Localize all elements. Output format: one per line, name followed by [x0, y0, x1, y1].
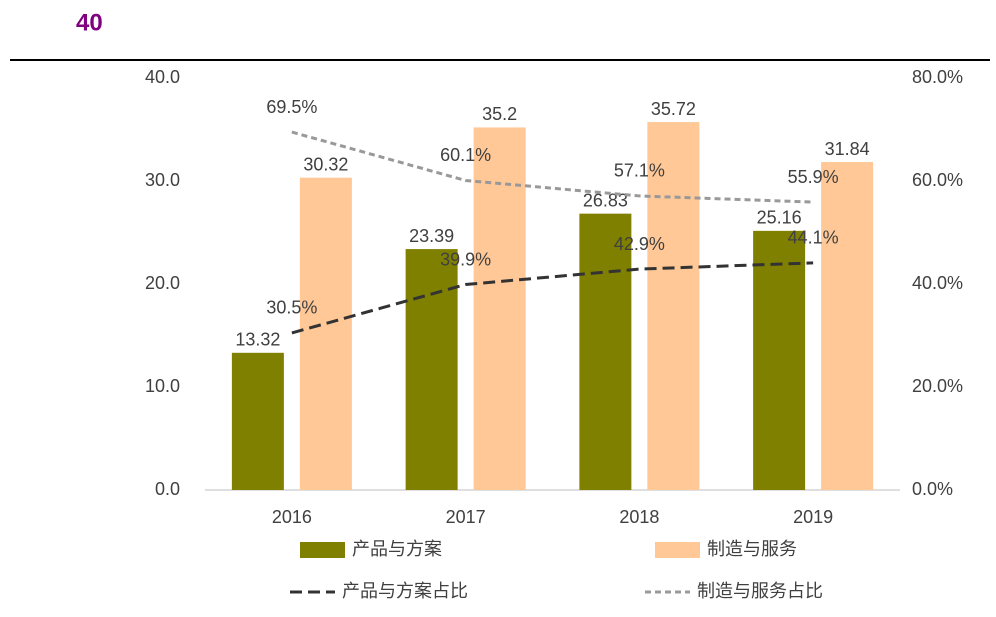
bar: [473, 127, 526, 490]
line: [291, 130, 814, 204]
legend-label: 产品与方案占比: [342, 581, 468, 601]
legend-label: 产品与方案: [352, 539, 442, 559]
x-tick-label: 2019: [793, 507, 833, 527]
legend-label: 制造与服务: [707, 539, 797, 559]
line-label: 30.5%: [266, 298, 317, 318]
line-label: 39.9%: [440, 249, 491, 269]
line-label: 69.5%: [266, 97, 317, 117]
legend-swatch: [300, 542, 345, 558]
y2-tick-label: 40.0%: [912, 273, 963, 293]
page-title: 40: [76, 9, 103, 36]
y-tick-label: 10.0: [145, 376, 180, 396]
line-label: 57.1%: [614, 161, 665, 181]
bar: [405, 249, 458, 490]
y-tick-label: 40.0: [145, 67, 180, 87]
y2-tick-label: 20.0%: [912, 376, 963, 396]
x-tick-label: 2018: [619, 507, 659, 527]
legend-swatch: [655, 542, 700, 558]
data-label: 31.84: [825, 139, 870, 159]
bar: [579, 213, 632, 490]
data-label: 13.32: [235, 330, 280, 350]
bar: [299, 177, 352, 491]
data-label: 35.72: [651, 99, 696, 119]
bar: [231, 352, 284, 490]
data-label: 23.39: [409, 226, 454, 246]
y-tick-label: 30.0: [145, 170, 180, 190]
y2-tick-label: 60.0%: [912, 170, 963, 190]
line: [291, 261, 814, 335]
bar: [821, 162, 874, 490]
line-label: 60.1%: [440, 145, 491, 165]
x-tick-label: 2016: [272, 507, 312, 527]
line-label: 55.9%: [788, 167, 839, 187]
line-label: 42.9%: [614, 234, 665, 254]
y2-tick-label: 80.0%: [912, 67, 963, 87]
bar: [753, 230, 806, 491]
y2-tick-label: 0.0%: [912, 479, 953, 499]
bar: [647, 122, 700, 491]
x-tick-label: 2017: [446, 507, 486, 527]
legend-label: 制造与服务占比: [697, 581, 823, 601]
data-label: 30.32: [303, 154, 348, 174]
y-tick-label: 20.0: [145, 273, 180, 293]
y-tick-label: 0.0: [155, 479, 180, 499]
data-label: 25.16: [757, 208, 802, 228]
data-label: 35.2: [482, 104, 517, 124]
line-label: 44.1%: [788, 228, 839, 248]
